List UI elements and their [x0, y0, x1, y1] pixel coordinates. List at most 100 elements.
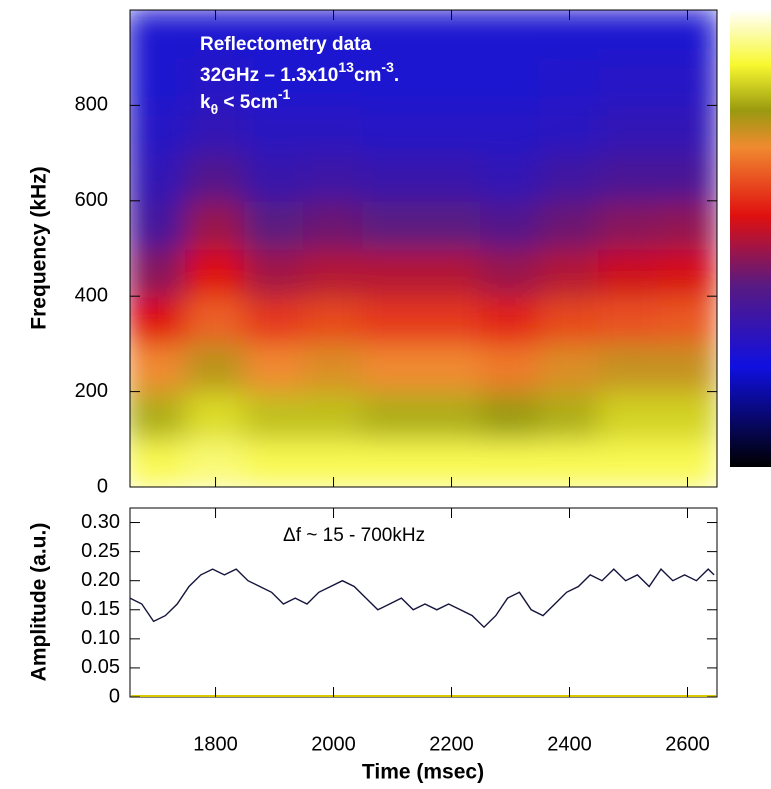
heat-cell: [480, 57, 541, 107]
heat-cell: [362, 9, 423, 59]
heat-cell: [598, 57, 659, 107]
heat-cell: [185, 343, 246, 393]
heat-cell: [657, 391, 718, 441]
heat-cell: [539, 57, 600, 107]
heat-cell: [303, 104, 364, 154]
heat-cell: [539, 104, 600, 154]
heat-cell: [244, 343, 305, 393]
heat-cell: [362, 343, 423, 393]
heat-cell: [303, 200, 364, 250]
annotation-sup: -1: [278, 86, 291, 102]
heat-cell: [126, 248, 187, 298]
heat-cell: [480, 438, 541, 488]
x-tick-label: 2200: [429, 733, 474, 755]
heat-cell: [421, 391, 482, 441]
heat-cell: [598, 248, 659, 298]
heat-cell: [126, 295, 187, 345]
heat-cell: [244, 200, 305, 250]
heat-cell: [657, 152, 718, 202]
heat-cell: [539, 200, 600, 250]
heat-cell: [480, 343, 541, 393]
heat-cell: [421, 152, 482, 202]
heat-cell: [244, 295, 305, 345]
heat-cell: [539, 248, 600, 298]
heat-cell: [303, 152, 364, 202]
heat-cell: [362, 248, 423, 298]
heat-cell: [421, 57, 482, 107]
heat-cell: [657, 343, 718, 393]
heat-cell: [421, 200, 482, 250]
heat-cell: [244, 248, 305, 298]
x-tick-label: 1800: [193, 733, 238, 755]
annotation-sup: -3: [381, 59, 394, 75]
heat-cell: [126, 104, 187, 154]
heat-cell: [657, 295, 718, 345]
heat-cell: [362, 438, 423, 488]
heat-cell: [657, 248, 718, 298]
annotation-part: < 5cm: [218, 92, 278, 113]
heat-cell: [480, 391, 541, 441]
y-tick-label: 600: [75, 189, 108, 211]
y-tick-label: 0.30: [81, 511, 120, 533]
y-axis-title: Frequency (kHz): [28, 166, 51, 329]
y-tick-label: 800: [75, 94, 108, 116]
heat-cell: [303, 295, 364, 345]
heat-cell: [480, 248, 541, 298]
heat-cell: [303, 343, 364, 393]
heat-cell: [539, 295, 600, 345]
heat-cell: [539, 343, 600, 393]
y-tick-label: 0.25: [81, 540, 120, 562]
heat-cell: [657, 104, 718, 154]
heat-cell: [598, 104, 659, 154]
y-tick-label: 0.05: [81, 656, 120, 678]
x-tick-label: 2400: [547, 733, 592, 755]
heat-cell: [244, 152, 305, 202]
heat-cell: [126, 57, 187, 107]
heat-cell: [126, 343, 187, 393]
heat-cell: [303, 248, 364, 298]
y-axis-title: Amplitude (a.u.): [28, 523, 51, 682]
heat-cell: [480, 9, 541, 59]
y-tick-label: 0: [109, 685, 120, 707]
annotation-part: cm: [354, 65, 381, 86]
heat-cell: [126, 200, 187, 250]
y-tick-label: 0: [97, 475, 108, 497]
heat-cell: [362, 295, 423, 345]
heat-cell: [598, 295, 659, 345]
heat-cell: [362, 391, 423, 441]
annotation-sub: θ: [211, 101, 219, 117]
heat-cell: [657, 200, 718, 250]
annotation-part: k: [200, 92, 211, 113]
heat-cell: [126, 152, 187, 202]
x-tick-label: 2000: [311, 733, 356, 755]
heat-cell: [598, 200, 659, 250]
heat-cell: [244, 391, 305, 441]
heat-cell: [657, 57, 718, 107]
heat-cell: [421, 295, 482, 345]
y-tick-label: 0.20: [81, 569, 120, 591]
heat-cell: [244, 438, 305, 488]
heat-cell: [598, 152, 659, 202]
heat-cell: [598, 9, 659, 59]
heat-cell: [480, 152, 541, 202]
heat-cell: [480, 104, 541, 154]
heat-cell: [362, 104, 423, 154]
heat-cell: [480, 295, 541, 345]
heat-cell: [421, 343, 482, 393]
annotation-part: 32GHz – 1.3x10: [200, 65, 338, 86]
heat-cell: [421, 104, 482, 154]
annotation: Δf ~ 15 - 700kHz: [283, 525, 425, 546]
heat-cell: [185, 248, 246, 298]
heat-cell: [421, 248, 482, 298]
heat-cell: [126, 9, 187, 59]
heat-cell: [185, 391, 246, 441]
annotation-part: .: [394, 65, 399, 86]
y-tick-label: 0.15: [81, 598, 120, 620]
heat-cell: [185, 295, 246, 345]
colorbar: [730, 10, 771, 467]
heat-cell: [126, 391, 187, 441]
heat-cell: [362, 200, 423, 250]
heat-cell: [185, 200, 246, 250]
y-tick-label: 0.10: [81, 627, 120, 649]
